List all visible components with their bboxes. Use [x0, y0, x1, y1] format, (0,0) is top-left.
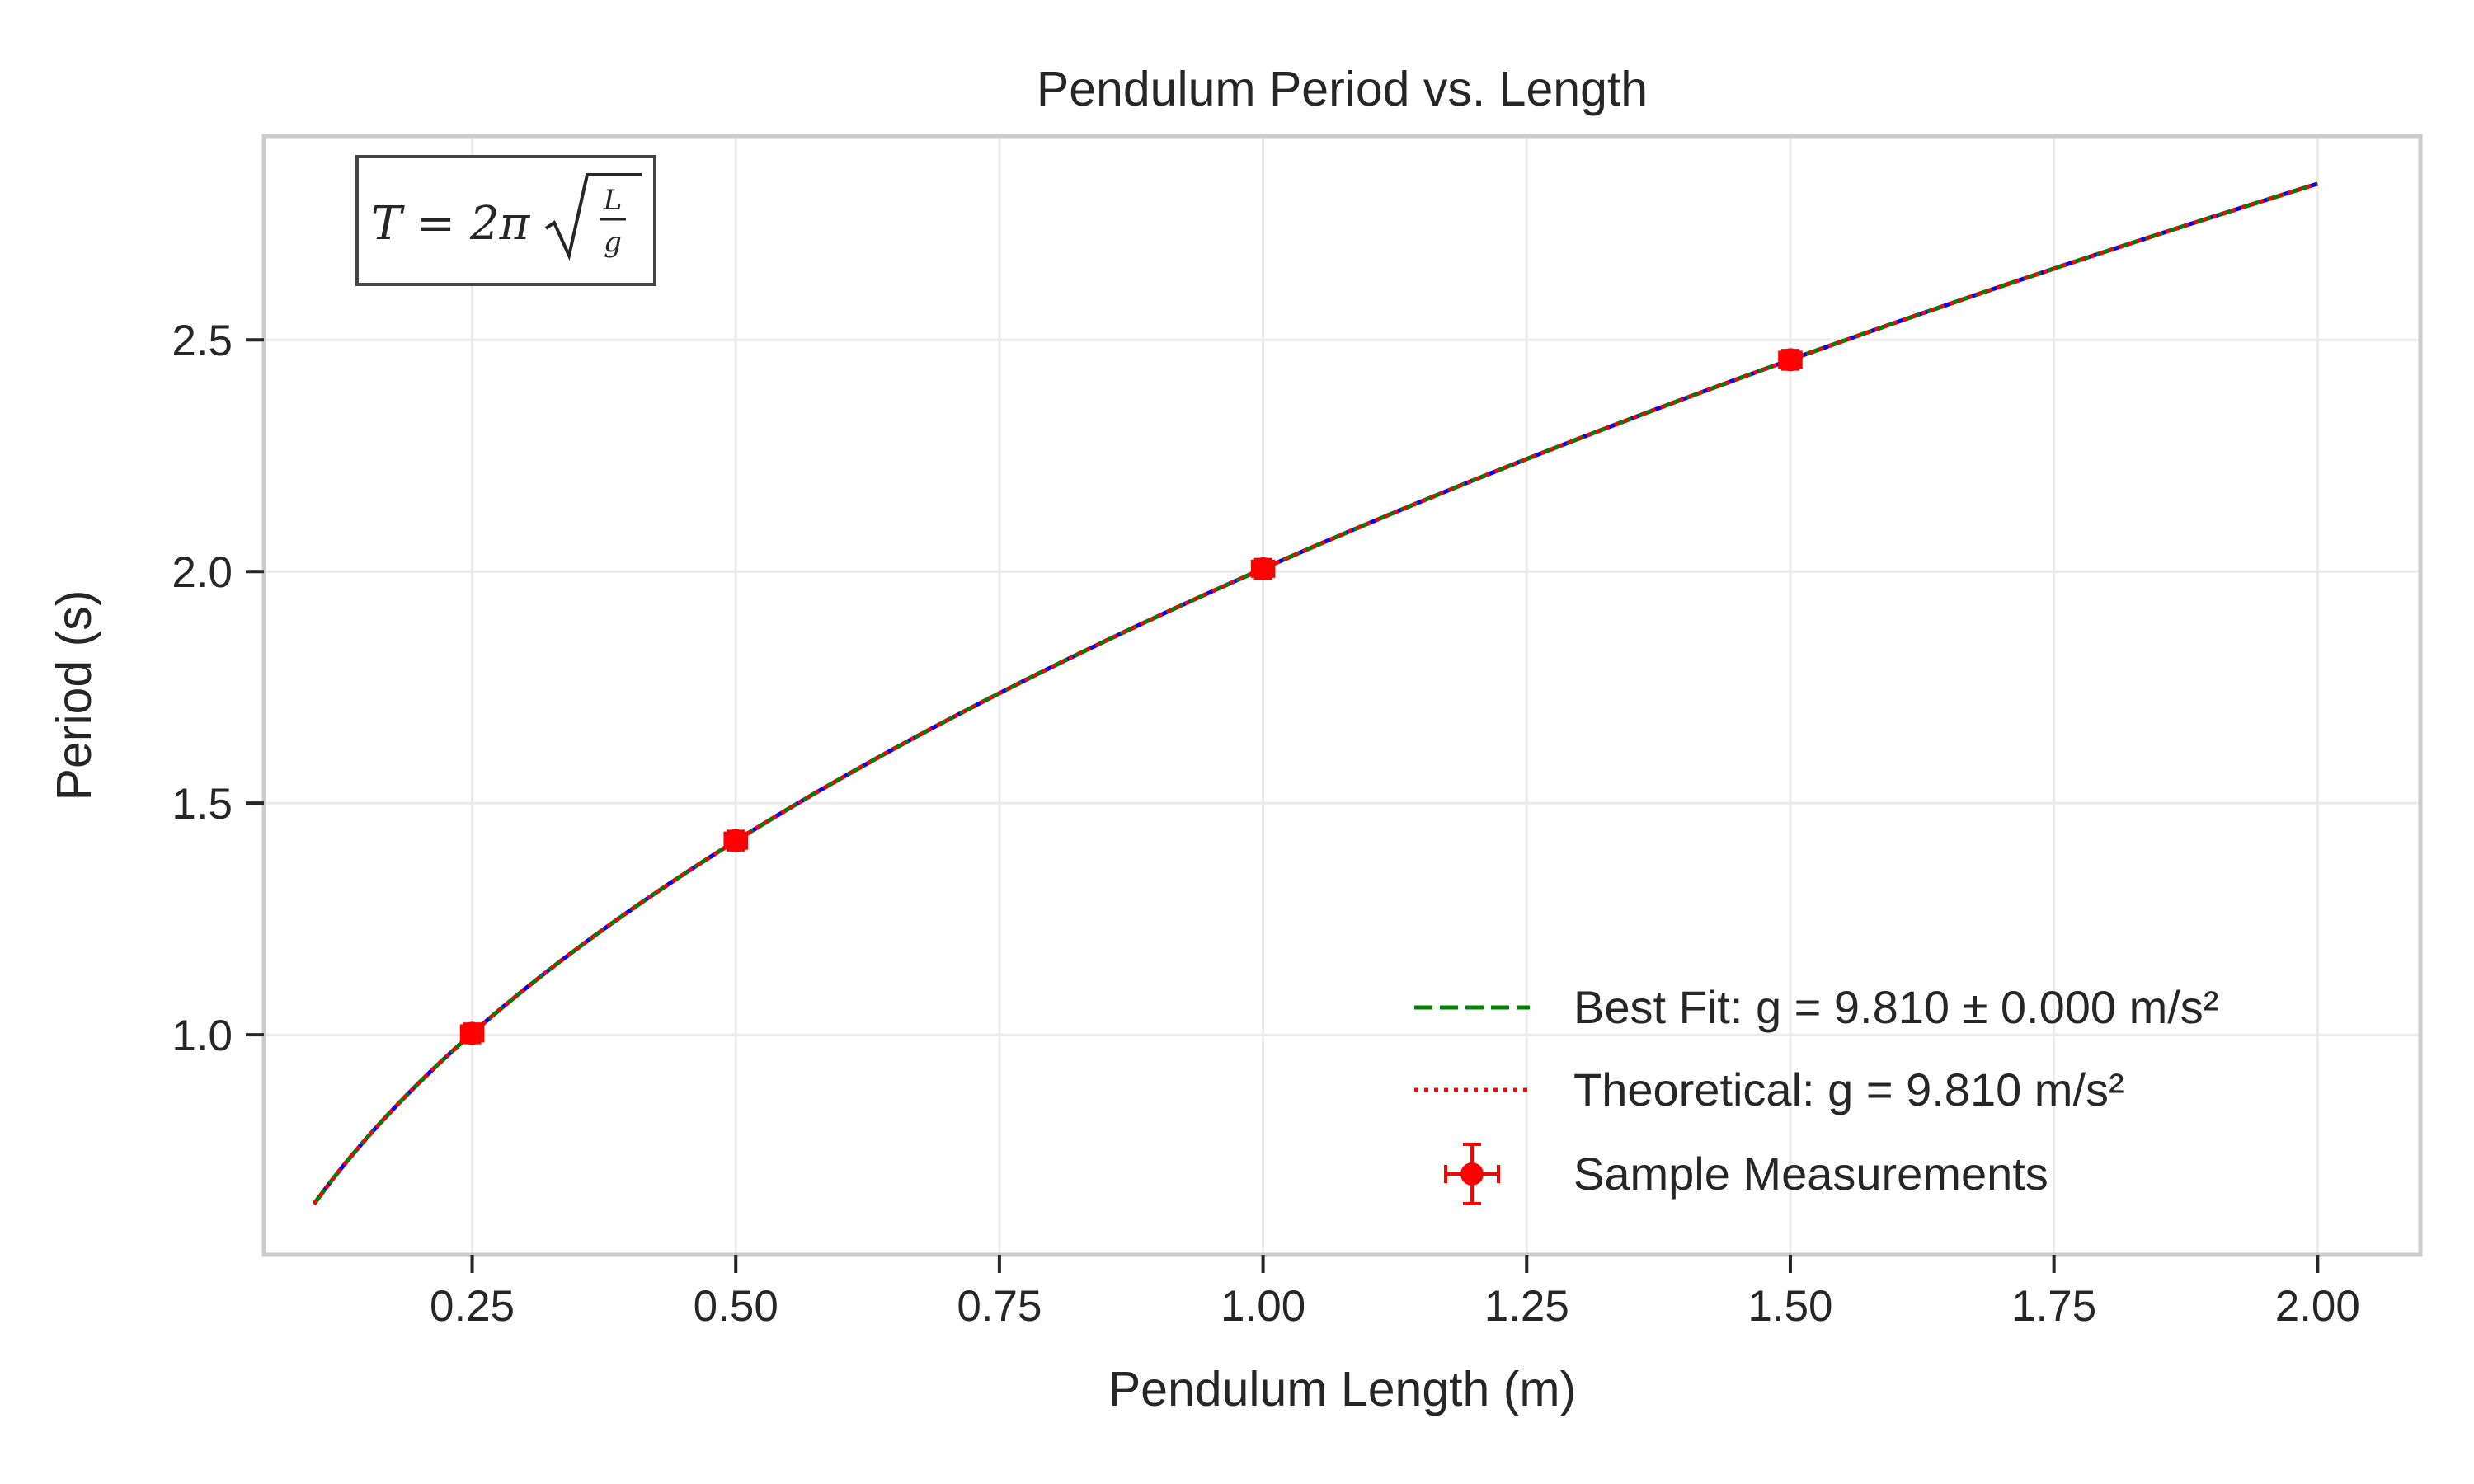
- axes-frame: [261, 134, 2423, 1257]
- x-tick-label: 1.50: [1747, 1282, 1832, 1331]
- x-axis-label: Pendulum Length (m): [1108, 1362, 1576, 1416]
- formula-annotation: T = 2π L g: [355, 155, 656, 286]
- measurement-point-group: [1778, 348, 1803, 372]
- formula-numerator: L: [603, 184, 623, 217]
- theoretical-line: [312, 181, 2319, 1205]
- formula-radical-icon: [544, 173, 642, 261]
- best-fit-line: [312, 181, 2319, 1205]
- legend-label: Best Fit: g = 9.810 ± 0.000 m/s²: [1573, 981, 2218, 1033]
- measurement-point: [1778, 348, 1802, 372]
- measurement-point-group: [723, 829, 749, 852]
- legend-measurement-marker: [1460, 1162, 1484, 1186]
- y-axis-label: Period (s): [47, 590, 101, 801]
- measurement-point-group: [1250, 556, 1276, 580]
- x-tick-label: 0.50: [694, 1282, 778, 1331]
- legend-label: Theoretical: g = 9.810 m/s²: [1573, 1064, 2124, 1115]
- y-tick-label: 2.0: [172, 548, 233, 597]
- chart-title: Pendulum Period vs. Length: [1037, 62, 1648, 116]
- x-tick-label: 0.25: [430, 1282, 515, 1331]
- x-tick-label: 0.75: [957, 1282, 1042, 1331]
- formula-denominator: g: [604, 226, 622, 259]
- axis-ticks: 0.25 0.50 0.75 1.00 1.25 1.50 1.75 2.00 1.0 1.5 2.…: [172, 317, 2360, 1331]
- measurement-point: [724, 829, 748, 852]
- y-tick-label: 1.5: [172, 780, 233, 829]
- x-tick-label: 2.00: [2275, 1282, 2360, 1331]
- plot-series: [312, 181, 2319, 1205]
- measurement-point: [1251, 556, 1275, 580]
- formula-lhs: T = 2π: [371, 197, 531, 251]
- measurement-point: [460, 1021, 484, 1045]
- legend: Best Fit: g = 9.810 ± 0.000 m/s² Theoreti…: [1414, 981, 2218, 1205]
- x-tick-label: 1.25: [1484, 1282, 1569, 1331]
- measurement-point-group: [459, 1021, 485, 1045]
- x-tick-label: 1.75: [2011, 1282, 2096, 1331]
- y-tick-label: 2.5: [172, 317, 233, 365]
- legend-label: Sample Measurements: [1573, 1148, 2048, 1200]
- x-tick-label: 1.00: [1221, 1282, 1305, 1331]
- y-tick-label: 1.0: [172, 1012, 233, 1060]
